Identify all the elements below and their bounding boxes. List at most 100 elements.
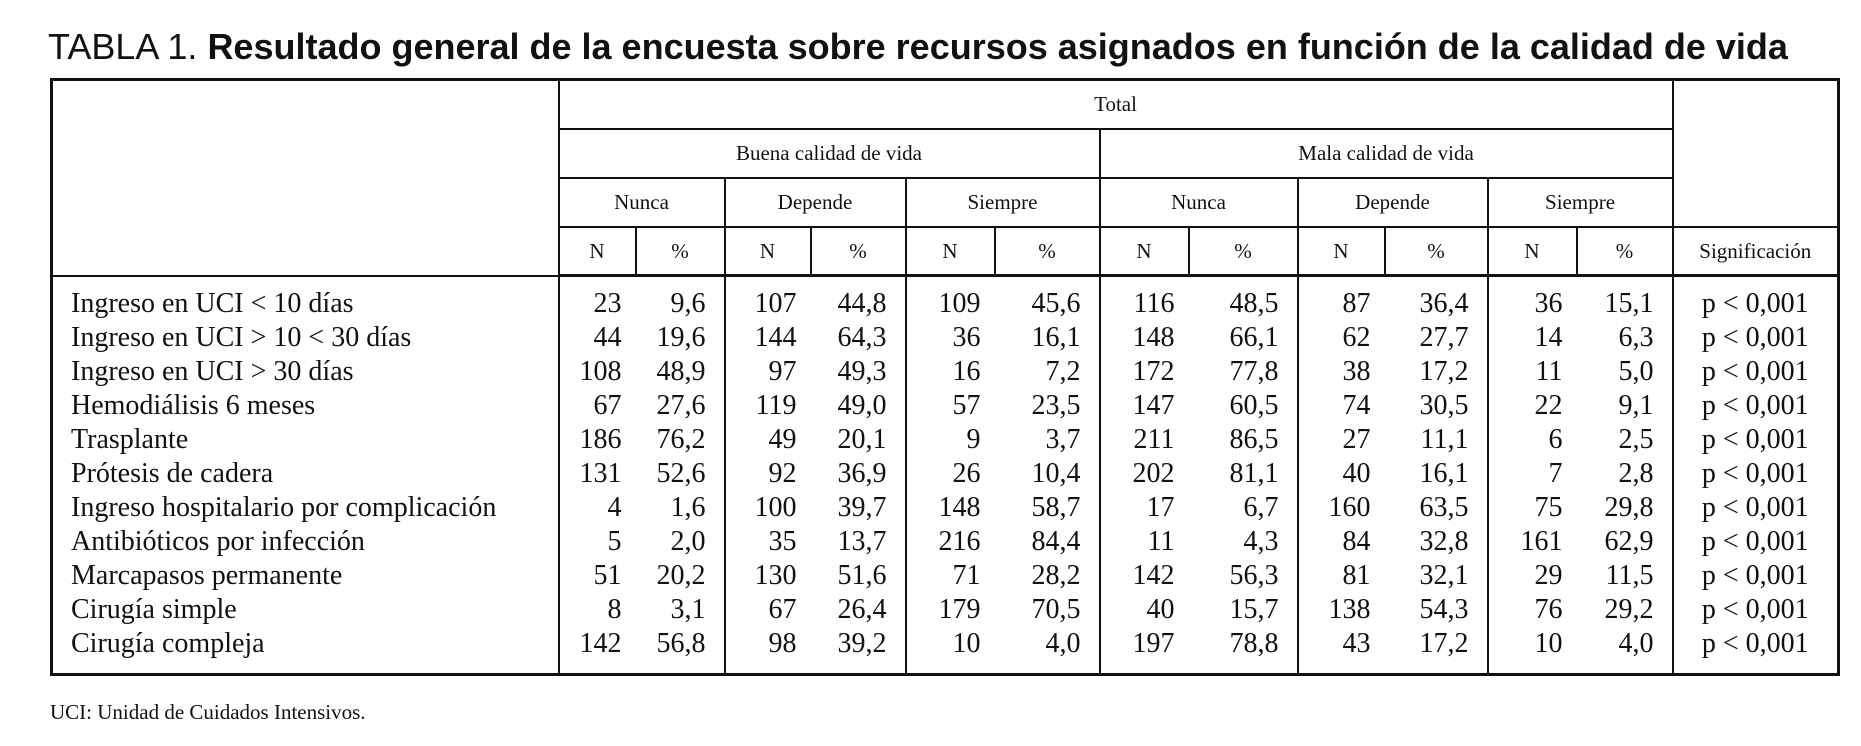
percent-cell: 23,5 bbox=[994, 389, 1101, 423]
table-footnote: UCI: Unidad de Cuidados Intensivos. bbox=[50, 700, 366, 724]
header-response: Siempre bbox=[1486, 177, 1674, 228]
percent-cell: 32,8 bbox=[1384, 525, 1489, 559]
percent-cell: 3,1 bbox=[635, 593, 726, 627]
table-caption: Resultado general de la encuesta sobre r… bbox=[207, 26, 1788, 67]
header-group-bad: Mala calidad de vida bbox=[1098, 128, 1674, 179]
count-cell: 161 bbox=[1486, 525, 1577, 559]
count-cell: 71 bbox=[904, 559, 995, 593]
table-row: Prótesis de cadera 131 52,6 92 36,9 26 10,4 202… bbox=[50, 457, 1840, 491]
table-row: Cirugía compleja 142 56,8 98 39,2 10 4,0 197 78,… bbox=[50, 627, 1840, 675]
table-title: TABLA 1. Resultado general de la encuest… bbox=[48, 22, 1788, 72]
count-cell: 10 bbox=[904, 627, 995, 675]
count-cell: 43 bbox=[1296, 627, 1385, 675]
percent-cell: 78,8 bbox=[1188, 627, 1299, 675]
row-label: Hemodiálisis 6 meses bbox=[50, 389, 560, 423]
count-cell: 36 bbox=[1486, 275, 1577, 321]
count-cell: 142 bbox=[1098, 559, 1189, 593]
count-cell: 107 bbox=[723, 275, 811, 321]
header-significance: Significación bbox=[1671, 226, 1840, 277]
significance-cell: p < 0,001 bbox=[1671, 389, 1840, 423]
count-cell: 74 bbox=[1296, 389, 1385, 423]
percent-cell: 4,3 bbox=[1188, 525, 1299, 559]
count-cell: 87 bbox=[1296, 275, 1385, 321]
significance-cell: p < 0,001 bbox=[1671, 627, 1840, 675]
header-total: Total bbox=[557, 78, 1674, 130]
header-response: Nunca bbox=[557, 177, 726, 228]
count-cell: 84 bbox=[1296, 525, 1385, 559]
table-row: Ingreso en UCI < 10 días 23 9,6 107 44,8 109 4… bbox=[50, 275, 1840, 321]
count-cell: 202 bbox=[1098, 457, 1189, 491]
header-response: Depende bbox=[1296, 177, 1489, 228]
count-cell: 22 bbox=[1486, 389, 1577, 423]
percent-cell: 27,7 bbox=[1384, 321, 1489, 355]
percent-cell: 64,3 bbox=[810, 321, 907, 355]
header-percent: % bbox=[1383, 226, 1489, 277]
percent-cell: 9,6 bbox=[635, 275, 726, 321]
count-cell: 75 bbox=[1486, 491, 1577, 525]
count-cell: 11 bbox=[1098, 525, 1189, 559]
percent-cell: 10,4 bbox=[994, 457, 1101, 491]
count-cell: 38 bbox=[1296, 355, 1385, 389]
header-response: Depende bbox=[723, 177, 907, 228]
percent-cell: 86,5 bbox=[1188, 423, 1299, 457]
count-cell: 67 bbox=[557, 389, 636, 423]
count-cell: 10 bbox=[1486, 627, 1577, 675]
table-body: Ingreso en UCI < 10 días 23 9,6 107 44,8 109 4… bbox=[50, 275, 1840, 675]
count-cell: 14 bbox=[1486, 321, 1577, 355]
row-label: Prótesis de cadera bbox=[50, 457, 560, 491]
percent-cell: 1,6 bbox=[635, 491, 726, 525]
header-n: N bbox=[723, 226, 812, 277]
count-cell: 119 bbox=[723, 389, 811, 423]
count-cell: 4 bbox=[557, 491, 636, 525]
percent-cell: 2,0 bbox=[635, 525, 726, 559]
header-n: N bbox=[557, 226, 637, 277]
significance-cell: p < 0,001 bbox=[1671, 491, 1840, 525]
header-sig-spacer bbox=[1671, 78, 1840, 228]
percent-cell: 17,2 bbox=[1384, 355, 1489, 389]
percent-cell: 19,6 bbox=[635, 321, 726, 355]
row-label: Ingreso en UCI > 10 < 30 días bbox=[50, 321, 560, 355]
count-cell: 186 bbox=[557, 423, 636, 457]
count-cell: 40 bbox=[1098, 593, 1189, 627]
row-label: Ingreso hospitalario por complicación bbox=[50, 491, 560, 525]
count-cell: 147 bbox=[1098, 389, 1189, 423]
header-corner-cell bbox=[51, 78, 560, 277]
count-cell: 67 bbox=[723, 593, 811, 627]
percent-cell: 5,0 bbox=[1576, 355, 1674, 389]
count-cell: 172 bbox=[1098, 355, 1189, 389]
count-cell: 49 bbox=[723, 423, 811, 457]
row-label: Cirugía simple bbox=[50, 593, 560, 627]
count-cell: 179 bbox=[904, 593, 995, 627]
count-cell: 97 bbox=[723, 355, 811, 389]
percent-cell: 58,7 bbox=[994, 491, 1101, 525]
percent-cell: 76,2 bbox=[635, 423, 726, 457]
count-cell: 116 bbox=[1098, 275, 1189, 321]
count-cell: 5 bbox=[557, 525, 636, 559]
table-row: Cirugía simple 8 3,1 67 26,4 179 70,5 40 15,7 138… bbox=[50, 593, 1840, 627]
significance-cell: p < 0,001 bbox=[1671, 321, 1840, 355]
percent-cell: 13,7 bbox=[810, 525, 907, 559]
count-cell: 29 bbox=[1486, 559, 1577, 593]
percent-cell: 84,4 bbox=[994, 525, 1101, 559]
percent-cell: 81,1 bbox=[1188, 457, 1299, 491]
percent-cell: 27,6 bbox=[635, 389, 726, 423]
percent-cell: 62,9 bbox=[1576, 525, 1674, 559]
percent-cell: 36,4 bbox=[1384, 275, 1489, 321]
percent-cell: 15,7 bbox=[1188, 593, 1299, 627]
percent-cell: 60,5 bbox=[1188, 389, 1299, 423]
count-cell: 144 bbox=[723, 321, 811, 355]
count-cell: 44 bbox=[557, 321, 636, 355]
header-np-row: N% N% N% N% N% N% Significación bbox=[52, 226, 1840, 277]
count-cell: 148 bbox=[1098, 321, 1189, 355]
count-cell: 6 bbox=[1486, 423, 1577, 457]
table-row: Marcapasos permanente 51 20,2 130 51,6 71 28,2… bbox=[50, 559, 1840, 593]
percent-cell: 77,8 bbox=[1188, 355, 1299, 389]
percent-cell: 44,8 bbox=[810, 275, 907, 321]
percent-cell: 63,5 bbox=[1384, 491, 1489, 525]
percent-cell: 70,5 bbox=[994, 593, 1101, 627]
table-row: Ingreso hospitalario por complicación 4 1,… bbox=[50, 491, 1840, 525]
header-percent: % bbox=[993, 226, 1101, 277]
percent-cell: 49,3 bbox=[810, 355, 907, 389]
count-cell: 11 bbox=[1486, 355, 1577, 389]
row-label: Cirugía compleja bbox=[50, 627, 560, 675]
